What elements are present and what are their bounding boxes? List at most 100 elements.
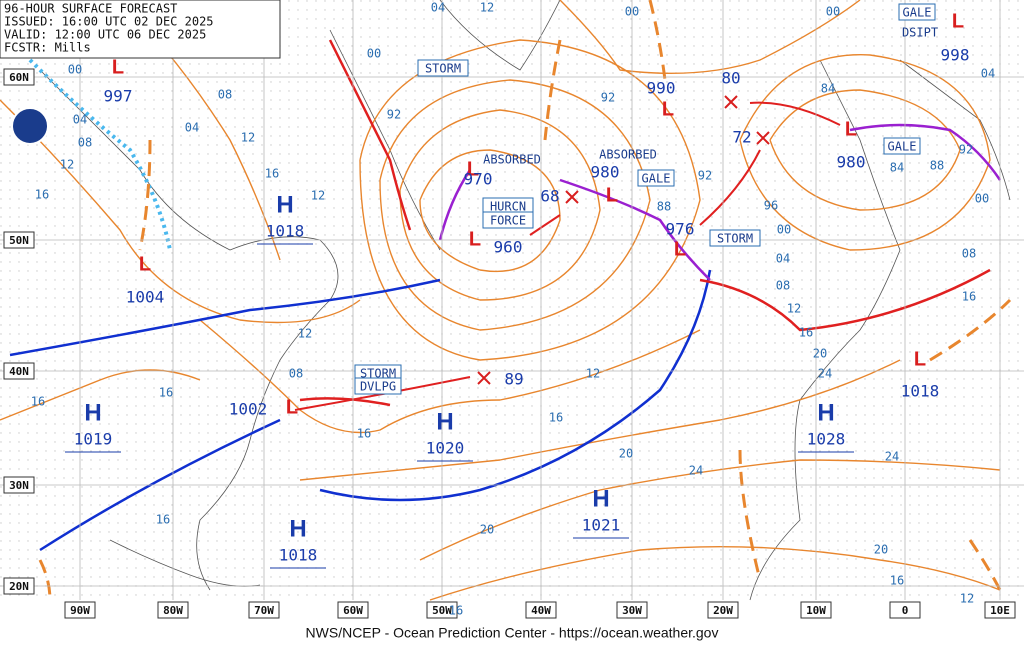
high-pressure: 1020 [426, 439, 465, 458]
high-symbol: H [817, 399, 834, 426]
high-symbol: H [84, 399, 101, 426]
longitude-label-box [157, 601, 189, 619]
longitude-label: 50W [432, 604, 452, 617]
plain-label: DSIPT [902, 26, 938, 40]
latitude-label-box [3, 476, 35, 494]
forecast-point: 68 [540, 187, 559, 206]
longitude-label-box [248, 601, 280, 619]
boxed-label: STORM [360, 367, 396, 381]
longitude-label-box [64, 601, 96, 619]
longitude-label: 90W [70, 604, 90, 617]
longitude-label-box [337, 601, 369, 619]
high-pressure: 1021 [582, 516, 621, 535]
boxed-label: FORCE [490, 214, 526, 228]
isobars [0, 0, 1001, 601]
longitude-label: 10W [806, 604, 826, 617]
latitude-label-box [3, 231, 35, 249]
map-background [0, 0, 1024, 600]
forecast-point: 72 [732, 128, 751, 147]
longitude-label-box [800, 601, 832, 619]
boxed-label: DVLPG [360, 380, 396, 394]
high-pressure: 1019 [74, 430, 113, 449]
isobar-label: 16 [962, 290, 976, 304]
isobar-label: 08 [962, 247, 976, 261]
forecast-cross [565, 190, 579, 204]
low-symbol: L [139, 253, 151, 275]
boxed-label: STORM [425, 62, 461, 76]
header-title: 96-HOUR SURFACE FORECAST [4, 2, 177, 16]
forecast-cross [477, 371, 491, 385]
label-box [709, 229, 761, 247]
header-forecaster: FCSTR: Mills [4, 41, 91, 55]
isobar-label: 16 [799, 326, 813, 340]
low-pressure: 960 [494, 238, 523, 257]
latitude-label-box [3, 68, 35, 86]
isobar-label: 24 [885, 450, 899, 464]
label-box [482, 211, 534, 229]
low-pressure: 1002 [229, 400, 268, 419]
longitude-label-box [616, 601, 648, 619]
isobar-label: 16 [31, 395, 45, 409]
low-pressure: 990 [647, 79, 676, 98]
isobar-label: 12 [586, 367, 600, 381]
isobar-label: 04 [981, 67, 995, 81]
isobar-label: 00 [975, 192, 989, 206]
isobar-label: 96 [764, 199, 778, 213]
label-box [898, 3, 936, 21]
isobar-label: 08 [78, 136, 92, 150]
isobar-label: 20 [619, 447, 633, 461]
isobar-label: 16 [357, 427, 371, 441]
isobar-label: 16 [449, 604, 463, 618]
isobar-label: 04 [431, 1, 445, 15]
isobar-label: 92 [387, 108, 401, 122]
isobar-label: 12 [960, 592, 974, 606]
isobar-label: 08 [776, 279, 790, 293]
latitude-label: 20N [9, 580, 29, 593]
isobar-label: 12 [298, 327, 312, 341]
boxed-label: HURCN [490, 200, 526, 214]
isobar-label: 16 [549, 411, 563, 425]
labels: 60N 50N 40N 30N 20N 90W 80W 70W 60W 50W 40W 30W 20W 1… [3, 1, 1016, 619]
high-symbol: H [276, 191, 293, 218]
high-pressure: 1028 [807, 430, 846, 449]
isobar-label: 00 [777, 223, 791, 237]
low-pressure: 976 [666, 220, 695, 239]
low-symbol: L [286, 396, 298, 418]
footer-credit: NWS/NCEP - Ocean Prediction Center - htt… [306, 625, 719, 641]
isobar-label: 92 [698, 169, 712, 183]
isobar-label: 04 [776, 252, 790, 266]
longitude-label: 0 [902, 604, 909, 617]
boxed-label: GALE [642, 172, 671, 186]
isobar-label: 16 [35, 188, 49, 202]
low-symbol: L [662, 98, 674, 120]
isobar-label: 16 [265, 167, 279, 181]
isobar-label: 04 [185, 121, 199, 135]
forecast-point: 80 [721, 69, 740, 88]
high-pressure: 1018 [266, 222, 305, 241]
isobar-label: 00 [367, 47, 381, 61]
low-symbol: L [914, 348, 926, 370]
isobar-label: 12 [787, 302, 801, 316]
isobar-label: 88 [930, 159, 944, 173]
longitude-label: 60W [343, 604, 363, 617]
isobar-label: 00 [625, 5, 639, 19]
isobar-label: 20 [874, 543, 888, 557]
longitude-label: 20W [713, 604, 733, 617]
label-box [354, 377, 402, 395]
label-box [637, 169, 675, 187]
high-pressure: 1018 [279, 546, 318, 565]
longitude-label-box [426, 601, 458, 619]
latitude-label-box [3, 577, 35, 595]
longitude-label: 70W [254, 604, 274, 617]
longitude-label: 40W [531, 604, 551, 617]
isobar-label: 16 [890, 574, 904, 588]
isobar-label: 08 [289, 367, 303, 381]
low-symbol: L [674, 238, 686, 260]
isobar-label: 84 [890, 161, 904, 175]
isobar-label: 84 [821, 82, 835, 96]
forecast-cross [756, 131, 770, 145]
low-symbol: L [467, 158, 479, 180]
isobar-label: 24 [818, 367, 832, 381]
